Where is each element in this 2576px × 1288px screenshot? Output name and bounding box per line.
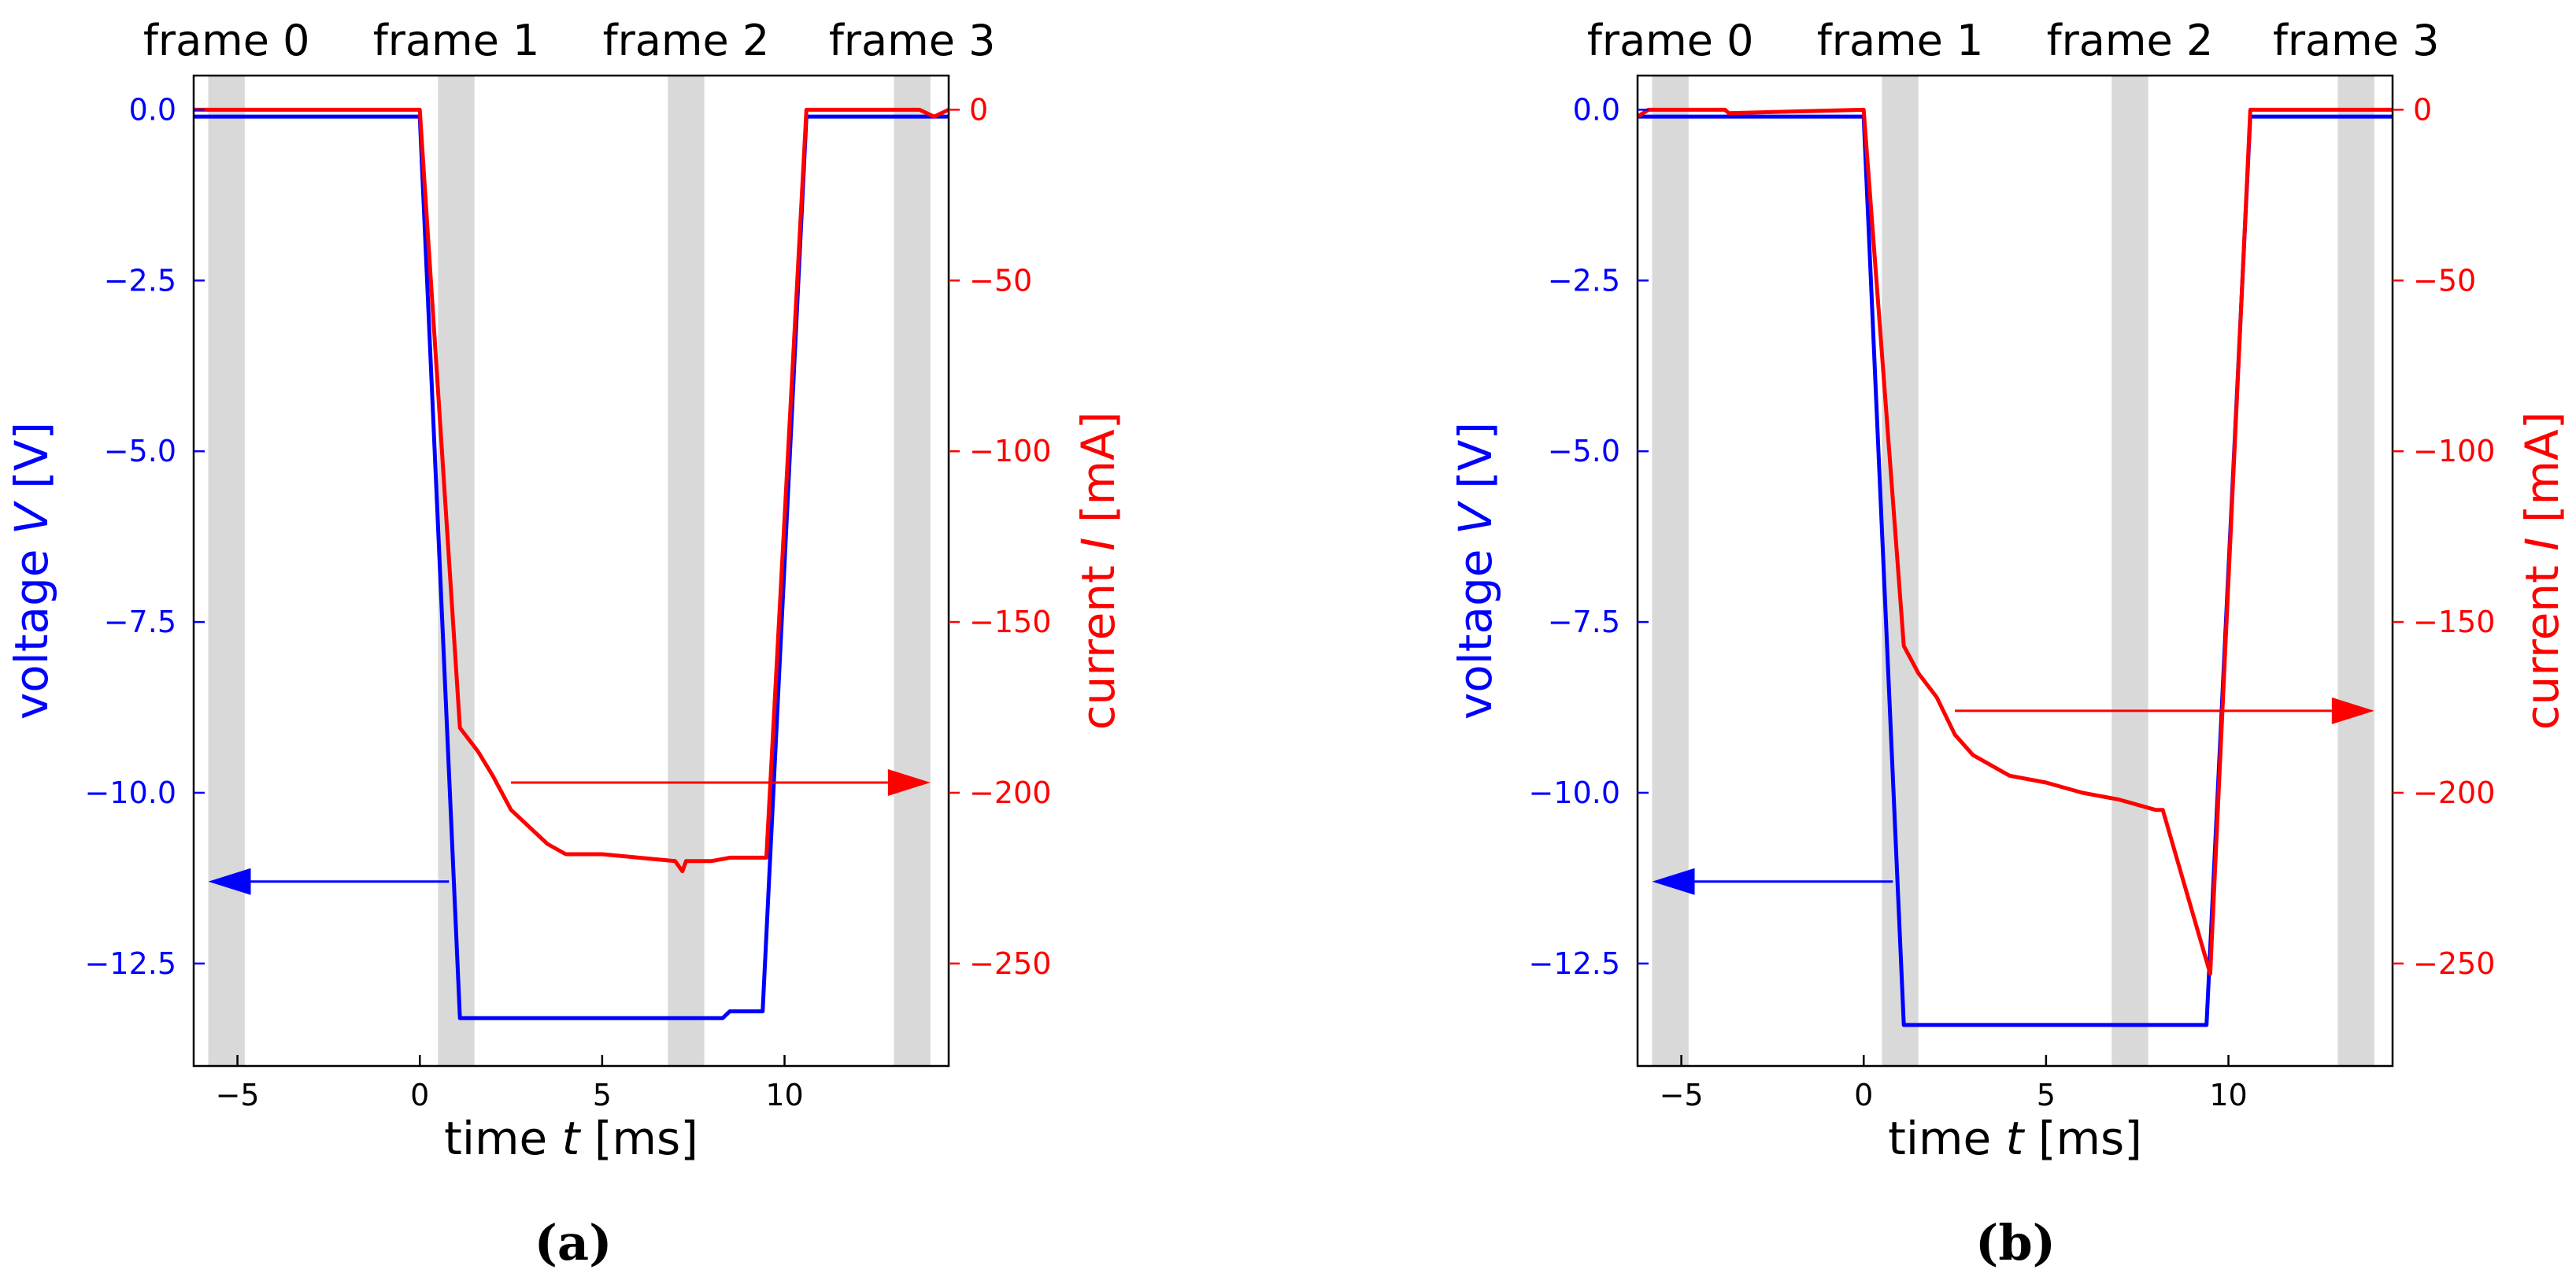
x-axis-label: time t [ms]: [1888, 1112, 2142, 1165]
right-y-tick-label: −150: [969, 605, 1051, 639]
x-tick-label: −5: [1660, 1078, 1704, 1112]
x-axis-label: time t [ms]: [444, 1112, 698, 1165]
right-y-tick-label: −200: [969, 775, 1051, 810]
voltage-axis-arrow: [1652, 868, 1893, 895]
frame-label-0: frame 0: [1587, 16, 1754, 65]
left-y-tick-label: −7.5: [104, 605, 176, 639]
frame-label-1: frame 1: [1817, 16, 1984, 65]
voltage-axis-arrow: [208, 868, 450, 895]
left-y-tick-label: −12.5: [1529, 946, 1620, 981]
axes-frame: [192, 74, 950, 1068]
left-y-tick-label: −12.5: [85, 946, 176, 981]
frame-band-3: [2337, 76, 2374, 1066]
left-y-tick-label: −10.0: [1529, 775, 1620, 810]
frame-label-2: frame 2: [603, 16, 770, 65]
current-axis-arrow: [511, 768, 931, 796]
right-y-tick-label: −200: [2413, 775, 2495, 810]
frame-band-0: [208, 76, 245, 1066]
left-y-tick-label: −5.0: [1548, 434, 1620, 468]
x-tick-label: 5: [593, 1078, 612, 1112]
x-tick-label: −5: [216, 1078, 260, 1112]
left-y-axis-label: voltage V [V]: [5, 422, 58, 720]
frame-band-0: [1652, 76, 1689, 1066]
left-y-tick-label: −5.0: [104, 434, 176, 468]
frame-band-2: [668, 76, 705, 1066]
axes-frame: [1636, 74, 2394, 1068]
right-y-tick-label: −50: [969, 263, 1032, 298]
frame-label-1: frame 1: [373, 16, 540, 65]
right-y-tick-label: 0: [2413, 92, 2432, 127]
x-tick-label: 0: [410, 1078, 429, 1112]
left-y-tick-label: 0.0: [129, 92, 176, 127]
current-series-line: [1638, 107, 2393, 976]
current-axis-arrow: [1955, 697, 2374, 724]
left-y-tick-label: −2.5: [1548, 263, 1620, 298]
x-tick-label: 0: [1854, 1078, 1873, 1112]
frame-band-2: [2112, 76, 2149, 1066]
right-y-tick-label: −50: [2413, 263, 2476, 298]
frame-label-2: frame 2: [2047, 16, 2214, 65]
frame-band-3: [894, 76, 931, 1066]
right-y-axis-label: current I [mA]: [2515, 412, 2569, 731]
frame-label-3: frame 3: [829, 16, 996, 65]
left-y-tick-label: −2.5: [104, 263, 176, 298]
left-y-tick-label: −7.5: [1548, 605, 1620, 639]
frame-label-0: frame 0: [143, 16, 310, 65]
chart-panel-b: frame 0 frame 1 frame 2 frame 3−5 0 5 100.0−2.…: [1449, 16, 2569, 1271]
right-y-tick-label: 0: [969, 92, 988, 127]
voltage-series-line: [1638, 114, 2393, 1027]
right-y-tick-label: −100: [969, 434, 1051, 468]
panel-caption: (a): [535, 1214, 613, 1271]
left-y-tick-label: 0.0: [1573, 92, 1620, 127]
right-y-tick-label: −250: [2413, 946, 2495, 981]
right-y-tick-label: −250: [969, 946, 1051, 981]
x-tick-label: 5: [2037, 1078, 2056, 1112]
frame-label-3: frame 3: [2273, 16, 2440, 65]
right-y-tick-label: −100: [2413, 434, 2495, 468]
panel-caption: (b): [1975, 1214, 2056, 1271]
left-y-tick-label: −10.0: [85, 775, 176, 810]
chart-panel-a: frame 0 frame 1 frame 2 frame 3−5 0 5 100.0−2.…: [5, 16, 1125, 1271]
left-y-axis-label: voltage V [V]: [1449, 422, 1502, 720]
right-y-tick-label: −150: [2413, 605, 2495, 639]
x-tick-label: 10: [2209, 1078, 2247, 1112]
voltage-series-line: [194, 114, 949, 1020]
x-tick-label: 10: [765, 1078, 803, 1112]
right-y-axis-label: current I [mA]: [1071, 412, 1125, 731]
current-series-line: [194, 107, 949, 874]
